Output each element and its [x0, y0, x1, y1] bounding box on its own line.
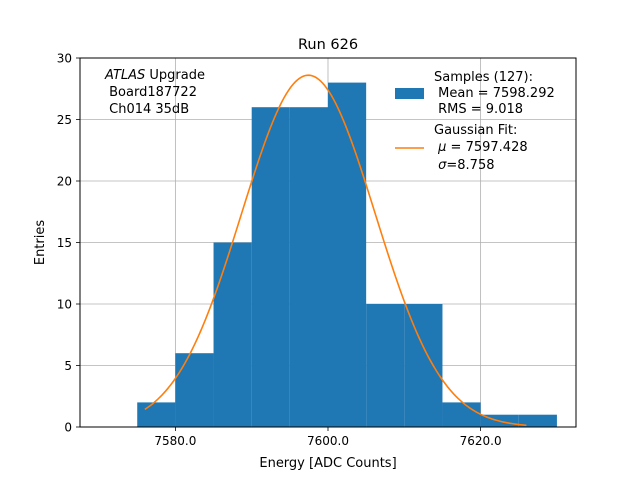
- y-tick-label: 5: [64, 359, 72, 373]
- legend-fit-mu: μ = 7597.428: [434, 140, 528, 155]
- annotation-line-2: Board187722: [105, 85, 197, 100]
- histogram-bar: [213, 242, 252, 427]
- y-tick-label: 0: [64, 421, 72, 435]
- chart-title: Run 626: [298, 37, 358, 53]
- legend-samples-header: Samples (127):: [434, 70, 533, 85]
- gaussian-fit-curve: [144, 74, 527, 427]
- annotation-line-1: ATLAS Upgrade: [104, 68, 205, 83]
- histogram-bar: [328, 82, 367, 427]
- histogram-bar: [289, 107, 328, 427]
- axis-ticks: 7580.0 7600.0 7620.0 0 5 10 15 20 25 30: [57, 52, 502, 449]
- histogram-bars: [137, 82, 557, 427]
- histogram-bar: [175, 353, 214, 427]
- legend-fit-sigma: σ=8.758: [434, 158, 495, 173]
- x-tick-label: 7600.0: [307, 434, 349, 448]
- legend-samples-mean: Mean = 7598.292: [434, 86, 555, 101]
- legend-fit-header: Gaussian Fit:: [434, 123, 517, 138]
- atlas-annotation: ATLAS Upgrade Board187722 Ch014 35dB: [104, 68, 205, 117]
- histogram-bar: [366, 304, 405, 427]
- y-tick-label: 10: [57, 298, 72, 312]
- histogram-bar: [404, 304, 443, 427]
- x-tick-label: 7620.0: [460, 434, 502, 448]
- plot-frame: [79, 57, 577, 428]
- histogram-bar: [442, 402, 481, 427]
- legend-samples-swatch: [395, 88, 424, 99]
- x-tick-label: 7580.0: [154, 434, 196, 448]
- histogram-bar: [137, 402, 176, 427]
- legend: Samples (127): Mean = 7598.292 RMS = 9.0…: [395, 70, 555, 173]
- y-tick-label: 15: [57, 236, 72, 250]
- y-tick-label: 25: [57, 113, 72, 127]
- gaussian-fit-line: [144, 74, 527, 427]
- legend-samples-rms: RMS = 9.018: [434, 102, 523, 117]
- histogram-bar: [518, 414, 557, 427]
- annotation-line-3: Ch014 35dB: [105, 102, 189, 117]
- x-axis-label: Energy [ADC Counts]: [259, 456, 396, 471]
- y-tick-label: 20: [57, 175, 72, 189]
- y-axis-label: Entries: [33, 220, 48, 266]
- y-tick-label: 30: [57, 52, 72, 66]
- histogram-bar: [251, 107, 290, 427]
